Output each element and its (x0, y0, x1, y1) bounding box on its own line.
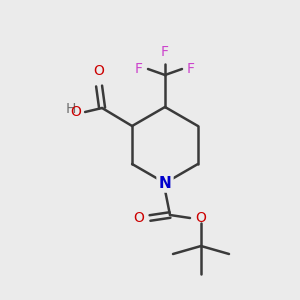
Text: O: O (196, 211, 206, 225)
Text: F: F (161, 45, 169, 59)
Text: F: F (135, 62, 143, 76)
Text: O: O (134, 211, 144, 225)
Text: O: O (94, 64, 104, 78)
Text: H: H (66, 102, 76, 116)
Text: F: F (187, 62, 195, 76)
Text: O: O (70, 105, 81, 119)
Text: N: N (159, 176, 171, 190)
